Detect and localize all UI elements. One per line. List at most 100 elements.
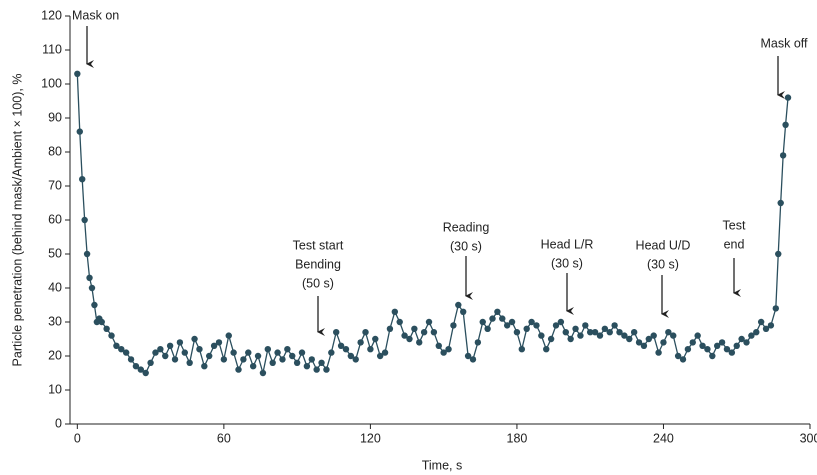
y-tick-label: 50 [48,246,62,260]
data-point [308,356,315,363]
data-point [347,352,355,360]
data-point [313,366,320,373]
data-point [235,366,242,373]
data-point [98,318,105,326]
data-point [337,342,345,349]
y-tick-label: 40 [48,280,62,294]
y-tick-label: 60 [48,212,62,226]
annotation-text: Head L/R [541,237,594,251]
data-point [81,216,88,224]
data-point [572,325,579,332]
data-point [367,346,374,353]
data-point [201,363,208,370]
data-point [616,329,623,336]
data-point [323,366,330,373]
x-tick-label: 0 [74,431,81,445]
y-tick-label: 120 [41,8,62,22]
data-point [782,121,789,128]
data-point [679,356,687,363]
data-point [767,322,775,329]
data-point [103,325,110,332]
data-point [225,332,232,339]
data-point [430,329,438,336]
annotation-text: end [724,237,745,251]
data-point [670,332,677,339]
data-point [328,349,335,356]
data-point [728,349,736,356]
data-point [528,318,535,326]
data-point [79,176,86,183]
data-point [220,356,228,363]
data-point [411,325,418,332]
data-point [210,342,218,349]
x-tick-label: 240 [653,431,674,445]
data-point [543,346,550,353]
data-point [753,329,760,336]
data-point [108,332,115,339]
data-point [76,128,83,135]
data-line [76,73,789,374]
data-point [254,352,262,360]
data-point [474,339,482,346]
data-point [779,152,787,159]
data-point [372,335,379,343]
data-point [772,305,780,312]
data-point [762,325,770,332]
annotation-text: Mask off [760,36,808,50]
data-point [381,349,389,356]
data-point [694,332,701,339]
data-point [245,349,252,356]
data-point [215,339,223,346]
annotation-text: Reading [443,220,490,234]
data-point [157,346,164,353]
data-point [757,318,765,326]
data-point [333,329,340,336]
y-tick-label: 0 [55,416,62,430]
y-tick-label: 20 [48,348,62,362]
data-point [352,356,359,363]
data-point [655,349,662,356]
data-point [401,332,408,339]
data-point [718,339,726,346]
data-point [591,329,599,336]
annotation-text: Head U/D [636,238,691,252]
data-point [298,349,306,356]
data-point [586,329,594,336]
data-point [704,346,711,353]
data-point [406,335,413,343]
data-point [362,329,369,336]
data-point [784,94,792,101]
data-point [499,315,506,322]
y-tick-label: 10 [48,382,62,396]
data-point [132,363,140,370]
data-point [391,308,399,315]
data-point [445,346,452,353]
data-point [186,359,193,366]
data-point [538,332,545,339]
data-point [279,356,286,363]
data-point [91,301,98,309]
data-point [142,369,149,377]
data-point [523,325,530,332]
data-point [738,335,745,343]
data-point [206,352,213,360]
data-point [733,342,740,349]
data-point [709,352,716,360]
data-point [162,352,169,360]
y-tick-label: 100 [41,76,62,90]
data-point [249,363,257,370]
data-point [489,315,496,322]
data-point [630,329,638,336]
data-point [357,339,364,346]
data-point [601,325,609,332]
y-axis-label: Particle penetration (behind mask/Ambien… [10,74,24,367]
data-point [376,352,384,360]
data-point [494,308,501,315]
y-tick-label: 30 [48,314,62,328]
data-point [122,349,130,356]
data-point [621,332,628,339]
annotation-text: Test [723,218,746,232]
data-point [74,70,81,78]
data-point [318,359,325,366]
